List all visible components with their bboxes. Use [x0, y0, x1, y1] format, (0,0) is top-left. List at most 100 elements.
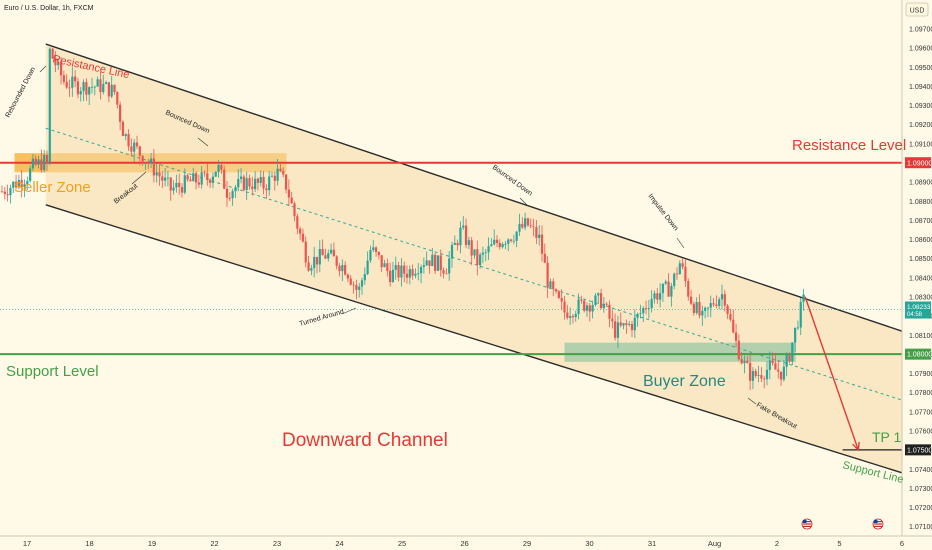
candle: [251, 176, 254, 196]
candle: [639, 304, 642, 319]
candle: [355, 279, 358, 300]
candle: [754, 368, 757, 379]
candle: [614, 313, 617, 341]
arrow-fake-breakout: [747, 397, 757, 405]
candle-body: [386, 263, 389, 271]
candle: [96, 76, 99, 87]
candle-body: [608, 304, 611, 319]
candle: [785, 352, 788, 377]
support-price-badge[interactable]: 1.08000: [905, 348, 932, 360]
candle-body: [616, 322, 620, 338]
candle: [133, 138, 136, 162]
candle-body: [470, 240, 473, 256]
candle-body: [37, 159, 40, 165]
candle: [408, 265, 411, 285]
projection-line[interactable]: [804, 296, 859, 451]
candle: [296, 213, 299, 235]
candle-body: [585, 305, 589, 311]
candle: [220, 163, 223, 174]
candle-body: [464, 225, 468, 246]
candle: [386, 258, 389, 277]
candle: [794, 327, 797, 352]
candle: [718, 297, 721, 310]
candle: [729, 308, 732, 322]
candle-body: [3, 191, 6, 195]
candle-body: [636, 313, 639, 318]
candle-body: [355, 285, 358, 290]
annotation-tp1: TP 1: [872, 429, 902, 445]
candle: [515, 230, 518, 248]
candle-body: [363, 273, 366, 281]
candle-body: [14, 181, 18, 188]
candle: [459, 221, 462, 254]
candle-body: [45, 154, 49, 163]
candle-body: [403, 265, 406, 274]
candle: [324, 248, 327, 260]
candle-body: [490, 244, 493, 247]
candle-body: [521, 223, 524, 228]
candle: [774, 352, 777, 370]
candle-body: [445, 273, 448, 275]
candle: [82, 79, 85, 102]
candle-body: [706, 307, 710, 309]
candle-body: [529, 225, 532, 227]
candle-body: [487, 246, 490, 253]
flag-icon-event-1[interactable]: [801, 518, 813, 530]
candle-body: [428, 260, 431, 267]
resistance-price-badge[interactable]: 1.09000: [905, 157, 932, 169]
projection-arrowhead: [852, 441, 860, 452]
support-price-badge-bg: [905, 348, 931, 360]
candle: [200, 166, 203, 189]
candle: [673, 272, 676, 290]
candle-body: [644, 308, 648, 309]
candle-body: [639, 313, 642, 314]
candle: [194, 171, 198, 190]
price-tick-label: 1.08400: [909, 275, 932, 282]
candle: [481, 246, 485, 264]
candle: [299, 226, 302, 240]
candle: [763, 375, 766, 389]
candle-body: [62, 75, 65, 82]
candle: [68, 79, 71, 97]
candle: [304, 236, 307, 268]
candle: [223, 165, 226, 190]
price-tick-label: 1.08100: [909, 333, 932, 340]
candle-body: [214, 171, 217, 177]
candle-body: [166, 177, 170, 179]
candle-body: [194, 173, 198, 183]
candle-body: [29, 168, 32, 181]
candle: [487, 237, 490, 261]
candle-body: [594, 295, 597, 305]
candle-body: [161, 176, 164, 181]
candle: [434, 252, 437, 274]
channel-lower-line[interactable]: [45, 204, 903, 474]
candle: [462, 216, 465, 230]
candle-body: [718, 299, 721, 306]
candle: [3, 186, 6, 200]
flag-icon-event-2[interactable]: [872, 518, 884, 530]
time-axis[interactable]: 17 18 19 22 23 24 25 26 29 30 31 Aug 2 5 6: [23, 539, 904, 548]
candle-body: [71, 76, 74, 88]
candle-body: [242, 176, 245, 190]
candle: [712, 297, 715, 307]
target-price-badge[interactable]: 1.07500: [905, 444, 932, 456]
candle: [625, 319, 628, 335]
candle: [214, 171, 217, 178]
candle: [667, 273, 670, 297]
candle: [428, 260, 431, 274]
currency-badge[interactable]: [905, 2, 929, 17]
candle: [737, 334, 740, 361]
candle: [746, 356, 749, 364]
time-tick-label: 5: [837, 539, 841, 548]
candle-body: [315, 256, 319, 265]
candle: [14, 174, 18, 190]
candle-body: [6, 194, 9, 196]
candle: [93, 85, 96, 96]
candle-body: [284, 174, 288, 190]
channel-upper-line[interactable]: [45, 43, 903, 332]
candle: [501, 242, 504, 249]
price-tick-label: 1.07900: [909, 371, 932, 378]
